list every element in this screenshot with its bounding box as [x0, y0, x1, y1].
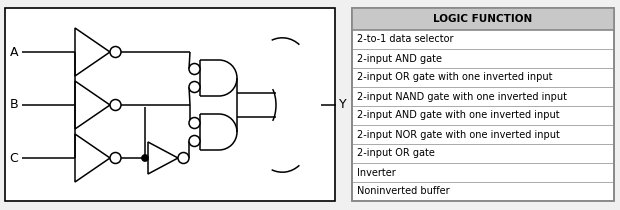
Text: Y: Y — [339, 98, 347, 112]
Bar — [352, 8, 614, 201]
Bar — [352, 8, 614, 30]
Circle shape — [189, 118, 200, 129]
Text: Inverter: Inverter — [357, 168, 396, 177]
Text: 2-input OR gate with one inverted input: 2-input OR gate with one inverted input — [357, 72, 552, 83]
Text: 2-input AND gate: 2-input AND gate — [357, 54, 442, 63]
Text: A: A — [9, 46, 18, 59]
Text: 2-to-1 data selector: 2-to-1 data selector — [357, 34, 453, 45]
Circle shape — [110, 46, 121, 58]
Circle shape — [189, 135, 200, 147]
Text: 2-input NOR gate with one inverted input: 2-input NOR gate with one inverted input — [357, 130, 560, 139]
Text: 2-input AND gate with one inverted input: 2-input AND gate with one inverted input — [357, 110, 560, 121]
Circle shape — [141, 155, 149, 161]
Bar — [352, 8, 614, 201]
Text: B: B — [9, 98, 18, 112]
Circle shape — [178, 152, 189, 164]
Circle shape — [189, 63, 200, 75]
Circle shape — [110, 100, 121, 110]
Bar — [5, 8, 335, 201]
Text: Noninverted buffer: Noninverted buffer — [357, 186, 449, 197]
Text: 2-input NAND gate with one inverted input: 2-input NAND gate with one inverted inpu… — [357, 92, 567, 101]
Text: LOGIC FUNCTION: LOGIC FUNCTION — [433, 14, 533, 24]
Circle shape — [110, 152, 121, 164]
Text: C: C — [9, 151, 18, 164]
Text: 2-input OR gate: 2-input OR gate — [357, 148, 435, 159]
Circle shape — [189, 81, 200, 92]
